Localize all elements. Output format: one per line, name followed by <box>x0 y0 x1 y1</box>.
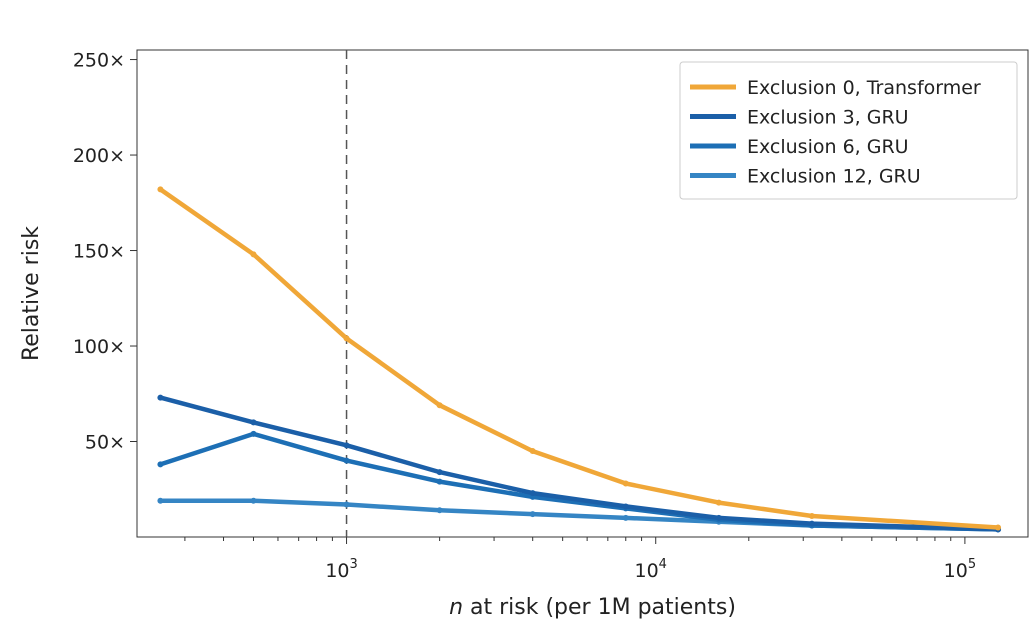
y-axis: 50× 100× 150× 200× 250× <box>73 50 137 454</box>
data-point <box>157 186 164 193</box>
data-point <box>436 402 443 409</box>
data-point <box>529 511 536 518</box>
y-tick-label: 50× <box>85 432 125 454</box>
data-point <box>343 501 350 508</box>
data-point <box>250 419 257 426</box>
x-tick-label: 104 <box>634 557 666 582</box>
data-point <box>529 448 536 455</box>
y-tick-label: 150× <box>73 241 125 263</box>
y-tick-label: 100× <box>73 336 125 358</box>
data-point <box>436 507 443 514</box>
data-point <box>343 335 350 342</box>
legend-label: Exclusion 6, GRU <box>747 136 909 158</box>
legend-label: Exclusion 3, GRU <box>747 107 909 129</box>
x-axis-title: n at risk (per 1M patients) <box>449 595 736 620</box>
data-point <box>622 503 629 510</box>
x-axis: 103 104 105 <box>325 537 976 582</box>
x-axis-title-variable: n <box>449 595 463 620</box>
data-point <box>157 461 164 468</box>
data-point <box>436 478 443 485</box>
data-point <box>715 499 722 506</box>
legend: Exclusion 0, Transformer Exclusion 3, GRU… <box>679 61 1018 200</box>
data-point <box>808 520 815 527</box>
data-point <box>250 430 257 437</box>
data-point <box>157 497 164 504</box>
data-point <box>343 457 350 464</box>
x-tick-label: 105 <box>944 557 976 582</box>
data-point <box>995 524 1002 531</box>
data-point <box>808 512 815 519</box>
y-tick-label: 250× <box>73 50 125 72</box>
data-point <box>622 480 629 487</box>
data-point <box>436 469 443 476</box>
legend-label: Exclusion 12, GRU <box>747 166 921 188</box>
data-point <box>529 490 536 497</box>
legend-box <box>679 61 1018 200</box>
series-line <box>158 395 1001 532</box>
x-minor-ticks <box>184 537 952 541</box>
x-tick-label: 103 <box>325 557 357 582</box>
series-layer <box>157 186 1002 533</box>
legend-label: Exclusion 0, Transformer <box>747 77 981 99</box>
data-point <box>622 514 629 521</box>
data-point <box>250 497 257 504</box>
plot-area-frame <box>136 49 1029 538</box>
series-line <box>158 187 1001 530</box>
data-point <box>250 251 257 258</box>
data-point <box>157 394 164 401</box>
data-point <box>715 514 722 521</box>
y-axis-title: Relative risk <box>19 226 44 361</box>
y-tick-label: 200× <box>73 145 125 167</box>
data-point <box>343 442 350 449</box>
x-axis-title-text: at risk (per 1M patients) <box>463 595 736 620</box>
